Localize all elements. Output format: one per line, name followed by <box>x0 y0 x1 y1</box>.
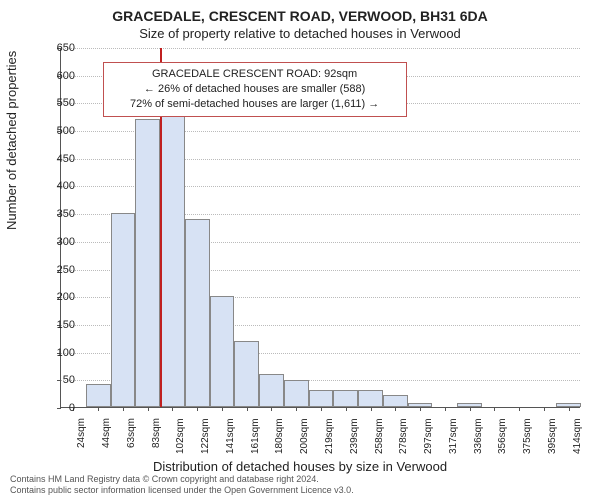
histogram-bar <box>185 219 210 407</box>
y-axis-label: Number of detached properties <box>4 51 19 230</box>
xtick-mark <box>321 407 322 411</box>
xtick-label: 336sqm <box>473 418 484 454</box>
histogram-bar <box>111 213 136 407</box>
xtick-label: 102sqm <box>175 418 186 454</box>
histogram-bar <box>309 390 334 407</box>
histogram-bar <box>358 390 383 407</box>
ytick-label: 150 <box>45 319 75 331</box>
xtick-label: 141sqm <box>225 418 236 454</box>
histogram-bar <box>234 341 259 407</box>
infobox-line2: ← 26% of detached houses are smaller (58… <box>112 82 398 97</box>
ytick-label: 0 <box>45 402 75 414</box>
chart-container: GRACEDALE, CRESCENT ROAD, VERWOOD, BH31 … <box>0 0 600 500</box>
gridline <box>61 48 580 49</box>
xtick-label: 180sqm <box>274 418 285 454</box>
xtick-mark <box>346 407 347 411</box>
xtick-mark <box>494 407 495 411</box>
footer-attribution: Contains HM Land Registry data © Crown c… <box>10 474 354 496</box>
xtick-label: 297sqm <box>423 418 434 454</box>
xtick-label: 258sqm <box>374 418 385 454</box>
xtick-mark <box>371 407 372 411</box>
xtick-label: 122sqm <box>200 418 211 454</box>
xtick-mark <box>222 407 223 411</box>
infobox-line1: GRACEDALE CRESCENT ROAD: 92sqm <box>112 67 398 82</box>
histogram-bar <box>259 374 284 407</box>
xtick-mark <box>172 407 173 411</box>
footer-line2: Contains public sector information licen… <box>10 485 354 496</box>
reference-info-box: GRACEDALE CRESCENT ROAD: 92sqm ← 26% of … <box>103 62 407 117</box>
histogram-bar <box>86 384 111 407</box>
xtick-mark <box>98 407 99 411</box>
infobox-line3: 72% of semi-detached houses are larger (… <box>112 97 398 112</box>
xtick-mark <box>519 407 520 411</box>
ytick-label: 600 <box>45 70 75 82</box>
xtick-mark <box>470 407 471 411</box>
xtick-mark <box>569 407 570 411</box>
xtick-label: 278sqm <box>398 418 409 454</box>
plot-area: GRACEDALE CRESCENT ROAD: 92sqm ← 26% of … <box>60 48 580 408</box>
xtick-mark <box>445 407 446 411</box>
chart-title-main: GRACEDALE, CRESCENT ROAD, VERWOOD, BH31 … <box>0 8 600 24</box>
ytick-label: 100 <box>45 347 75 359</box>
xtick-mark <box>420 407 421 411</box>
xtick-mark <box>148 407 149 411</box>
ytick-label: 50 <box>45 374 75 386</box>
ytick-label: 250 <box>45 264 75 276</box>
ytick-label: 450 <box>45 153 75 165</box>
xtick-mark <box>197 407 198 411</box>
xtick-label: 375sqm <box>522 418 533 454</box>
xtick-label: 395sqm <box>547 418 558 454</box>
histogram-bar <box>210 296 235 407</box>
xtick-label: 161sqm <box>250 418 261 454</box>
xtick-label: 239sqm <box>349 418 360 454</box>
xtick-mark <box>296 407 297 411</box>
ytick-label: 550 <box>45 97 75 109</box>
xtick-mark <box>247 407 248 411</box>
xtick-label: 83sqm <box>151 418 162 448</box>
xtick-mark <box>123 407 124 411</box>
ytick-label: 300 <box>45 236 75 248</box>
ytick-label: 500 <box>45 125 75 137</box>
xtick-label: 24sqm <box>76 418 87 448</box>
ytick-label: 400 <box>45 180 75 192</box>
xtick-label: 44sqm <box>101 418 112 448</box>
histogram-bar <box>284 380 309 407</box>
histogram-bar <box>383 395 408 407</box>
xtick-label: 200sqm <box>299 418 310 454</box>
x-axis-label: Distribution of detached houses by size … <box>0 459 600 474</box>
xtick-label: 356sqm <box>497 418 508 454</box>
ytick-label: 350 <box>45 208 75 220</box>
histogram-bar <box>135 119 160 407</box>
ytick-label: 650 <box>45 42 75 54</box>
ytick-label: 200 <box>45 291 75 303</box>
footer-line1: Contains HM Land Registry data © Crown c… <box>10 474 354 485</box>
xtick-mark <box>271 407 272 411</box>
xtick-mark <box>395 407 396 411</box>
histogram-bar <box>160 113 185 407</box>
xtick-label: 414sqm <box>572 418 583 454</box>
histogram-bar <box>333 390 358 407</box>
xtick-label: 219sqm <box>324 418 335 454</box>
xtick-mark <box>544 407 545 411</box>
xtick-label: 317sqm <box>448 418 459 454</box>
chart-title-sub: Size of property relative to detached ho… <box>0 26 600 41</box>
xtick-label: 63sqm <box>126 418 137 448</box>
